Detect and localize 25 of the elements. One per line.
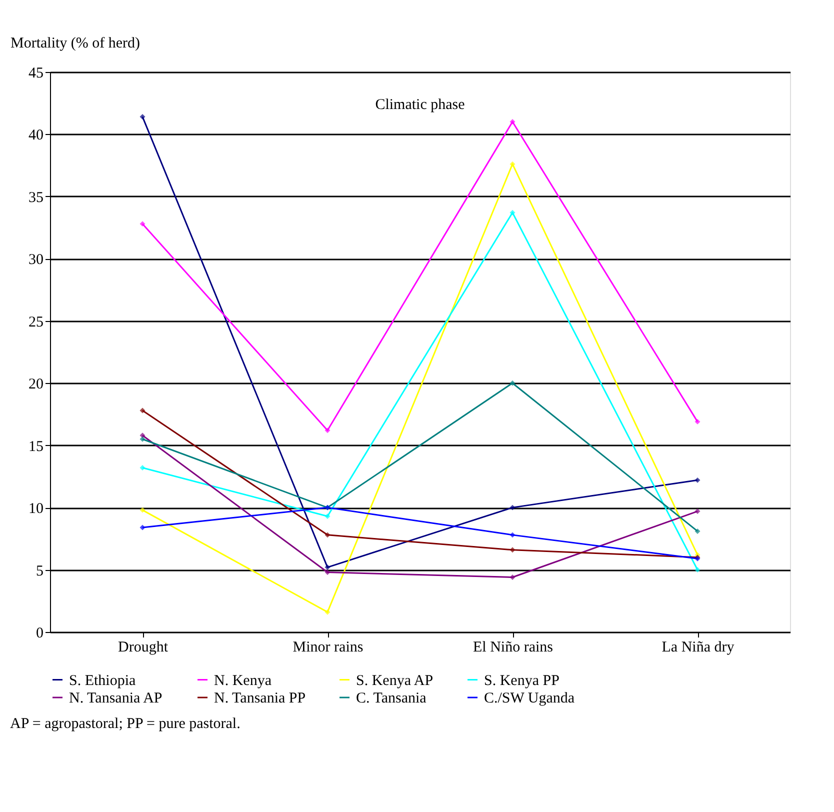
legend-label: S. Kenya AP [356,672,434,689]
y-tick-label: 35 [28,190,44,206]
text: AP = agropastoral; PP = pure pastoral. [10,716,240,732]
x-tick-label: La Niña dry [662,640,735,656]
legend-label: N. Tansania AP [69,690,162,706]
legend-label: C. Tansania [356,690,427,706]
legend-label: S. Kenya PP [484,672,560,689]
y-tick-label: 25 [28,314,44,330]
x-tick-label: El Niño rains [473,640,554,656]
y-tick-label: 10 [28,501,44,518]
legend-label: N. Kenya [214,672,272,689]
y-tick-label: 5 [36,563,44,580]
y-tick-label: 45 [28,66,44,82]
y-tick-label: 15 [28,438,44,455]
x-tick-label: Drought [118,640,169,656]
y-axis-title: Mortality (% of herd) [10,36,140,52]
y-tick-label: 20 [28,376,44,393]
legend-label: C./SW Uganda [484,690,575,706]
y-tick-label: 30 [28,252,44,268]
x-axis-title: Climatic phase [375,97,466,113]
legend-label: N. Tansania PP [214,690,306,706]
x-tick-label: Minor rains [292,640,364,656]
legend-label: S. Ethiopia [69,672,136,689]
y-tick-label: 40 [28,128,44,144]
y-tick-label: 0 [36,626,44,642]
